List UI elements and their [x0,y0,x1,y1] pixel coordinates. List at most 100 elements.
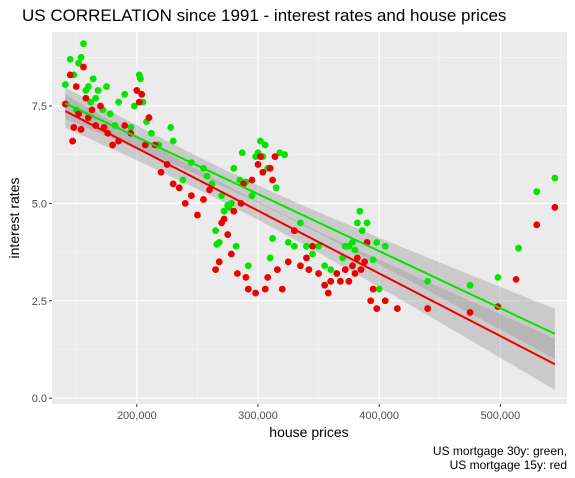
data-point [341,266,349,274]
data-point [512,275,520,283]
data-point [357,266,365,274]
data-point [66,71,74,79]
data-point [157,168,165,176]
data-point [281,151,289,159]
data-point [92,94,100,102]
data-point [309,250,316,258]
data-point [80,63,87,71]
y-tick-label: 0.0 [32,393,47,405]
data-point [203,172,211,180]
data-point [551,174,559,182]
data-point [278,285,286,293]
data-point [244,285,252,293]
data-point [424,277,432,285]
data-point [230,164,238,172]
data-point [137,75,144,83]
data-point [131,102,138,110]
data-point [297,262,304,270]
x-tick-label: 500,000 [480,410,520,422]
data-point [206,186,213,194]
data-point [321,262,329,270]
data-point [94,87,102,94]
x-tick-label: 300,000 [238,410,278,422]
confidence-band-0 [65,87,555,359]
data-point [424,305,432,312]
data-point [349,262,356,270]
data-point [187,192,195,200]
data-point [248,192,256,200]
data-point [351,246,359,254]
data-point [80,40,87,48]
data-point [121,90,129,98]
data-point [89,75,97,83]
data-point [220,207,228,215]
data-point [466,309,474,316]
data-point [133,87,141,94]
y-tick-label: 7.5 [32,101,47,113]
data-point [179,176,187,184]
data-point [284,258,292,266]
data-point [109,141,116,149]
data-point [75,110,83,118]
data-point [77,125,85,133]
data-point [272,184,280,192]
data-point [145,114,153,122]
data-point [373,305,381,312]
data-point [358,227,366,235]
data-point [324,289,332,297]
data-point [121,122,129,129]
data-point [141,141,149,149]
data-point [356,207,364,215]
data-point [305,266,313,274]
x-tick-label: 200,000 [117,410,157,422]
data-point [88,106,96,114]
data-point [97,102,104,110]
data-point [321,281,329,289]
confidence-band-1 [65,94,555,390]
data-point [227,199,235,207]
chart-caption: US mortgage 30y: green, US mortgage 15y:… [433,444,567,472]
data-point [393,305,401,312]
y-axis-ticks: 0.0 2.5 5.0 7.5 [32,101,52,405]
data-point [363,219,371,227]
data-point [369,256,377,264]
data-point [252,289,259,297]
data-point [138,90,146,98]
caption-line-30y: US mortgage 30y: green, [432,444,567,458]
y-tick-label: 5.0 [32,198,47,210]
data-point [381,242,389,250]
fit-lines [64,102,556,366]
data-point [533,221,541,229]
data-point [75,59,83,67]
data-point [269,235,276,242]
data-point [115,98,123,106]
data-point [367,297,375,305]
fit-line-1 [64,110,556,366]
data-point [66,55,74,63]
data-point [257,137,264,145]
data-point [345,277,353,285]
data-point [327,277,335,285]
data-point [169,180,177,188]
data-point [349,238,356,246]
data-point [353,219,361,227]
data-point [369,285,377,293]
data-point [72,83,80,90]
data-point [273,266,281,274]
data-point [290,242,298,250]
x-axis-ticks: 200,000 300,000 400,000 500,000 [117,404,520,422]
x-tick-label: 400,000 [359,410,399,422]
data-point [309,242,316,250]
data-point [337,277,344,285]
data-point [361,258,369,266]
data-point [103,83,110,90]
data-point [266,164,274,172]
data-point [303,242,310,250]
fit-line-0 [64,102,556,335]
data-point [230,207,238,215]
data-point [175,184,183,192]
data-point [259,168,267,176]
data-point [127,124,135,131]
data-point [264,274,272,281]
